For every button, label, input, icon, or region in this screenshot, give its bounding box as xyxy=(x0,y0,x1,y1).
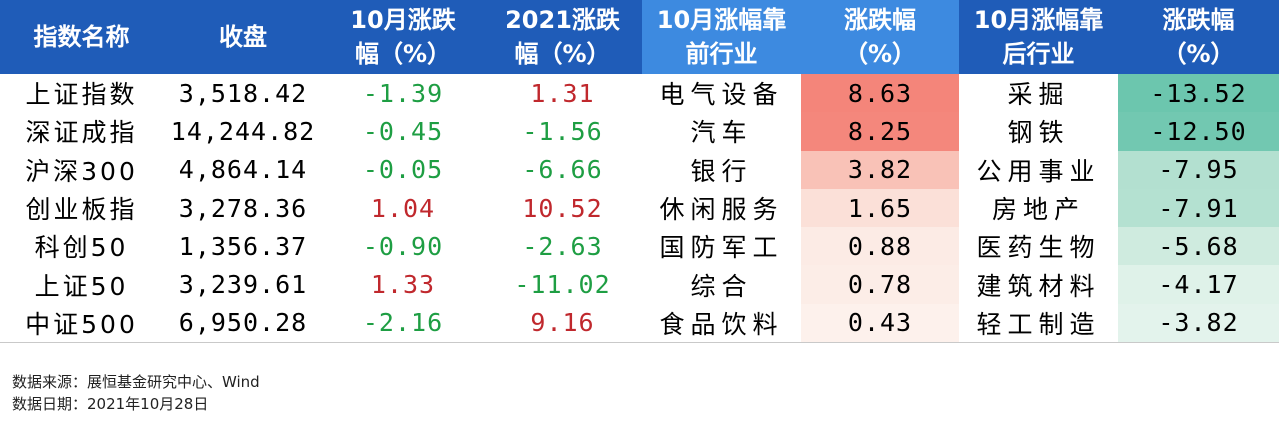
top-industry-cell: 汽车 xyxy=(690,118,753,148)
oct-change-cell: -1.39 xyxy=(362,78,444,108)
close-cell: 3,239.61 xyxy=(178,270,308,300)
top-industry-cell: 综合 xyxy=(690,271,753,301)
bottom-industry-cell: 建筑材料 xyxy=(976,271,1101,301)
close-cell: 3,518.42 xyxy=(178,78,308,108)
ytd-change-cell: -1.56 xyxy=(522,116,603,146)
bottom-change-cell: -4.17 xyxy=(1118,265,1279,304)
oct-change-cell: -0.45 xyxy=(362,116,444,146)
top-industry-cell: 电气设备 xyxy=(659,80,784,110)
top-industry-cell: 银行 xyxy=(690,156,753,186)
bottom-change-cell: -12.50 xyxy=(1118,112,1279,151)
header-bottom-change: 涨跌幅 （%） xyxy=(1118,0,1279,74)
bottom-industry-cell: 钢铁 xyxy=(1007,118,1070,148)
close-cell: 1,356.37 xyxy=(178,231,308,261)
table-row: 上证指数 3,518.42 -1.39 1.31 电气设备 8.63 采掘 -1… xyxy=(0,74,1279,113)
index-name-cell: 科创50 xyxy=(34,233,129,263)
oct-change-cell: -0.05 xyxy=(362,155,444,185)
table-row: 中证500 6,950.28 -2.16 9.16 食品饮料 0.43 轻工制造… xyxy=(0,303,1279,344)
header-bottom-industry: 10月涨幅靠 后行业 xyxy=(959,0,1118,74)
table-body: 上证指数 3,518.42 -1.39 1.31 电气设备 8.63 采掘 -1… xyxy=(0,74,1279,344)
oct-change-cell: -0.90 xyxy=(362,231,444,261)
close-cell: 6,950.28 xyxy=(163,303,323,344)
ytd-change-cell: -6.66 xyxy=(522,155,603,185)
table-row: 上证50 3,239.61 1.33 -11.02 综合 0.78 建筑材料 -… xyxy=(0,265,1279,304)
header-close: 收盘 xyxy=(163,0,323,74)
close-cell: 14,244.82 xyxy=(170,116,316,146)
table-row: 科创50 1,356.37 -0.90 -2.63 国防军工 0.88 医药生物… xyxy=(0,227,1279,266)
header-index-name: 指数名称 xyxy=(0,0,163,74)
source-note: 数据来源：展恒基金研究中心、Wind xyxy=(12,373,260,391)
ytd-change-cell: 9.16 xyxy=(483,303,642,344)
oct-change-cell: 1.04 xyxy=(370,193,436,223)
bottom-change-cell: -5.68 xyxy=(1118,227,1279,266)
header-top-industry: 10月涨幅靠 前行业 xyxy=(642,0,801,74)
table-row: 深证成指 14,244.82 -0.45 -1.56 汽车 8.25 钢铁 -1… xyxy=(0,112,1279,151)
bottom-change-cell: -3.82 xyxy=(1118,303,1279,344)
bottom-change-cell: -7.95 xyxy=(1118,150,1279,189)
index-name-cell: 沪深300 xyxy=(25,156,138,186)
top-change-cell: 0.78 xyxy=(801,265,959,304)
bottom-industry-cell: 公用事业 xyxy=(976,156,1101,186)
index-name-cell: 创业板指 xyxy=(25,195,138,225)
table-row: 沪深300 4,864.14 -0.05 -6.66 银行 3.82 公用事业 … xyxy=(0,150,1279,189)
table-row: 创业板指 3,278.36 1.04 10.52 休闲服务 1.65 房地产 -… xyxy=(0,188,1279,228)
header-oct-change: 10月涨跌 幅（%） xyxy=(323,0,483,74)
top-change-cell: 0.43 xyxy=(801,303,959,344)
ytd-change-cell: -2.63 xyxy=(522,231,603,261)
bottom-industry-cell: 房地产 xyxy=(991,195,1085,225)
oct-change-cell: -2.16 xyxy=(323,303,483,344)
index-name-cell: 中证500 xyxy=(0,303,163,344)
index-name-cell: 上证50 xyxy=(34,271,129,301)
top-industry-cell: 国防军工 xyxy=(659,233,784,263)
ytd-change-cell: 1.31 xyxy=(530,78,595,108)
ytd-change-cell: 10.52 xyxy=(522,193,603,223)
header-ytd-change: 2021涨跌 幅（%） xyxy=(483,0,642,74)
market-summary-table: 指数名称 收盘 10月涨跌 幅（%） 2021涨跌 幅（%） 10月涨幅靠 前行业 涨… xyxy=(0,0,1279,344)
ytd-change-cell: -11.02 xyxy=(514,270,611,300)
table-header-row: 指数名称 收盘 10月涨跌 幅（%） 2021涨跌 幅（%） 10月涨幅靠 前行业 涨… xyxy=(0,0,1279,74)
top-change-cell: 1.65 xyxy=(801,188,959,228)
oct-change-cell: 1.33 xyxy=(370,270,436,300)
header-top-change: 涨跌幅 （%） xyxy=(801,0,959,74)
close-cell: 3,278.36 xyxy=(178,193,308,223)
index-name-cell: 深证成指 xyxy=(25,118,138,148)
top-change-cell: 8.63 xyxy=(801,74,959,113)
top-change-cell: 3.82 xyxy=(801,150,959,189)
footnotes: 数据来源：展恒基金研究中心、Wind 数据日期：2021年10月28日 xyxy=(12,371,260,415)
close-cell: 4,864.14 xyxy=(178,155,308,185)
bottom-change-cell: -13.52 xyxy=(1118,74,1279,113)
index-name-cell: 上证指数 xyxy=(25,80,138,110)
top-change-cell: 8.25 xyxy=(801,112,959,151)
top-change-cell: 0.88 xyxy=(801,227,959,266)
bottom-industry-cell: 采掘 xyxy=(1007,80,1070,110)
bottom-industry-cell: 轻工制造 xyxy=(959,303,1118,344)
bottom-industry-cell: 医药生物 xyxy=(976,233,1101,263)
date-note: 数据日期：2021年10月28日 xyxy=(12,395,209,413)
bottom-change-cell: -7.91 xyxy=(1118,188,1279,228)
top-industry-cell: 食品饮料 xyxy=(642,303,801,344)
top-industry-cell: 休闲服务 xyxy=(659,195,784,225)
